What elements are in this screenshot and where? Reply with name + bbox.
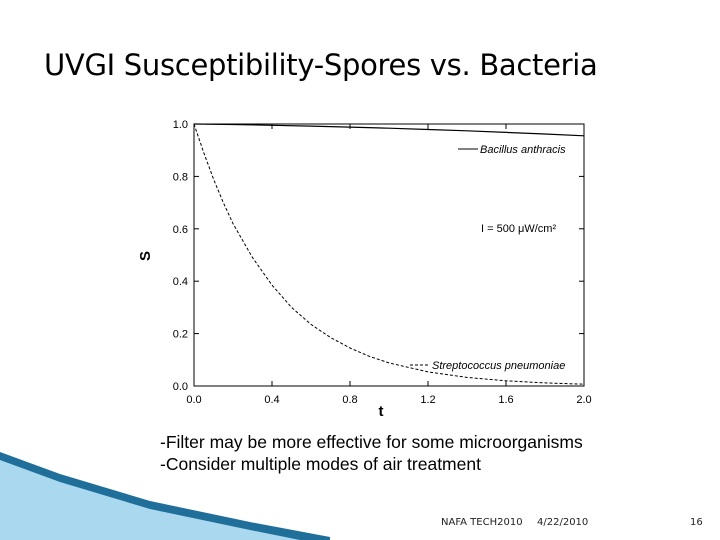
legend-bacillus: Bacillus anthracis [458,144,566,156]
swoosh-dark-band [0,452,330,540]
footer-date: 4/22/2010 [537,517,589,528]
x-tick-label: 0.0 [186,394,201,406]
y-axis-label: S [137,251,154,261]
plot-frame [193,123,585,387]
bullet-item-filter: -Filter may be more effective for some m… [160,432,583,452]
bullet-item-modes: -Consider multiple modes of air treatmen… [160,454,481,474]
x-tick-label: 1.2 [420,394,435,406]
swoosh-light-band [0,456,300,540]
footer-page-number: 16 [690,517,703,528]
bullet-list: -Filter may be more effective for some m… [160,431,583,475]
intensity-annotation: I = 500 μW/cm² [481,223,556,235]
x-tick-label: 0.4 [264,394,279,406]
series-line-bacillus [193,123,585,137]
legend-label-bacillus: Bacillus anthracis [480,144,566,156]
y-tick-label: 1.0 [173,119,188,131]
y-tick-label: 0.2 [173,329,188,341]
legend-label-streptococcus: Streptococcus pneumoniae [432,360,565,372]
legend-streptococcus: Streptococcus pneumoniae [410,360,565,372]
y-tick-label: 0.8 [173,171,188,183]
slide-title: UVGI Susceptibility-Spores vs. Bacteria [44,48,598,82]
x-tick-label: 1.6 [498,394,513,406]
x-tick-label: 2.0 [576,394,591,406]
y-tick-label: 0.6 [173,224,188,236]
y-tick-label: 0.0 [173,381,188,393]
series-line-streptococcus [193,123,585,385]
footer-event: NAFA TECH2010 [441,517,523,528]
y-tick-label: 0.4 [173,276,188,288]
x-axis-label: t [379,403,384,420]
x-tick-label: 0.8 [342,394,357,406]
